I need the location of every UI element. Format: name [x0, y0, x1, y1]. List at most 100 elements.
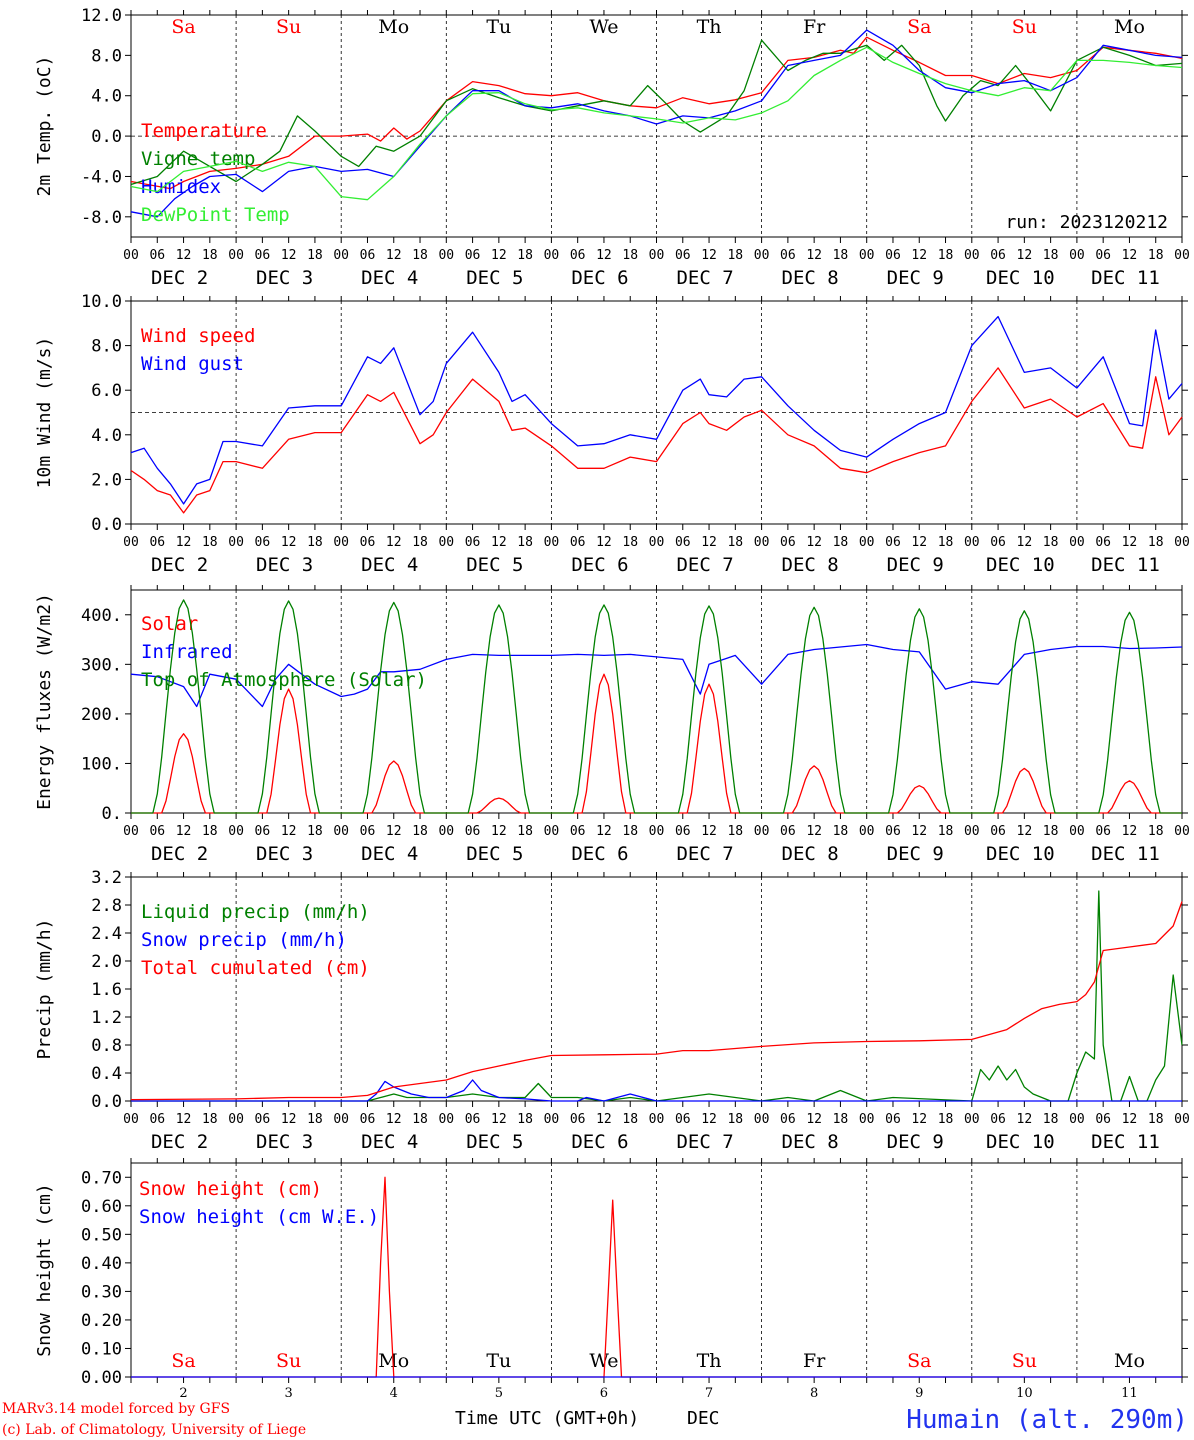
y-tick-label: 0.20 [81, 1311, 122, 1331]
legend-entry: DewPoint Temp [141, 204, 290, 226]
y-tick-label: 1.2 [91, 1008, 122, 1028]
date-label: DEC 5 [466, 843, 523, 865]
hour-tick-label: 12 [491, 535, 507, 550]
hour-tick-label: 18 [202, 1112, 218, 1127]
weekday-label: We [589, 1350, 618, 1372]
date-label: DEC 10 [986, 843, 1055, 865]
series-line-dewpoint-temp [130, 46, 1183, 201]
hour-tick-label: 18 [1043, 1112, 1059, 1127]
hour-tick-label: 18 [1043, 824, 1059, 839]
series-line-wind-gust [130, 315, 1183, 505]
hour-tick-label: 18 [938, 1112, 954, 1127]
hour-tick-label: 06 [149, 248, 165, 263]
hour-tick-label: 06 [570, 824, 586, 839]
footer-axis-title: Time UTC (GMT+0h) [455, 1408, 639, 1429]
hour-tick-label: 06 [780, 248, 796, 263]
hour-tick-label: 00 [964, 535, 980, 550]
day-number-label: 11 [1121, 1386, 1138, 1401]
weekday-label: Sa [171, 1350, 195, 1372]
y-axis-label: 2m Temp. (oC) [34, 56, 55, 197]
date-label: DEC 11 [1091, 267, 1160, 289]
hour-tick-label: 06 [990, 1112, 1006, 1127]
hour-tick-label: 18 [307, 535, 323, 550]
hour-tick-label: 12 [1122, 248, 1138, 263]
hour-tick-label: 00 [333, 535, 349, 550]
legend-entry: Wind speed [141, 325, 255, 347]
date-label: DEC 9 [887, 1131, 944, 1153]
hour-tick-label: 06 [990, 248, 1006, 263]
hour-tick-label: 12 [176, 535, 192, 550]
date-label: DEC 8 [782, 1131, 839, 1153]
series-line-infrared [130, 643, 1183, 708]
hour-tick-label: 18 [1043, 535, 1059, 550]
hour-tick-label: 12 [596, 535, 612, 550]
series-line-total-cumulated-cm [130, 901, 1183, 1101]
hour-tick-label: 12 [911, 824, 927, 839]
legend-entry: Top of Atmosphere (Solar) [141, 669, 427, 691]
date-label: DEC 6 [571, 267, 628, 289]
temperature-panel: -8.0 -4.0 0.0 4.0 8.0 12.0 2m Temp. (oC) 00 06 12… [34, 6, 1190, 289]
date-label: DEC 11 [1091, 843, 1160, 865]
y-axis-label: Precip (mm/h) [34, 919, 55, 1060]
date-label: DEC 7 [676, 1131, 733, 1153]
y-tick-label: 0.4 [91, 1064, 122, 1084]
hour-tick-label: 00 [859, 824, 875, 839]
hour-tick-label: 12 [1017, 248, 1033, 263]
run-label: run: 2023120212 [1005, 212, 1168, 233]
plot-frame [130, 589, 1183, 814]
station-name: Humain (alt. 290m) [906, 1405, 1188, 1435]
hour-tick-label: 12 [176, 248, 192, 263]
hour-tick-label: 12 [911, 248, 927, 263]
hour-tick-label: 00 [333, 824, 349, 839]
date-label: DEC 8 [782, 843, 839, 865]
weekday-label: Th [697, 1350, 722, 1372]
hour-tick-label: 12 [806, 248, 822, 263]
weekday-label: Sa [171, 16, 195, 38]
hour-tick-label: 12 [1122, 535, 1138, 550]
hour-tick-label: 00 [544, 1112, 560, 1127]
date-label: DEC 3 [256, 267, 313, 289]
hour-tick-label: 06 [675, 248, 691, 263]
weekday-label: Mo [1114, 16, 1145, 38]
y-tick-label: 3.2 [91, 868, 122, 888]
date-label: DEC 11 [1091, 554, 1160, 576]
y-tick-label: 0.0 [91, 1092, 122, 1112]
hour-tick-label: 18 [517, 248, 533, 263]
hour-tick-label: 18 [833, 248, 849, 263]
y-tick-label: 4.0 [91, 87, 122, 107]
hour-tick-label: 00 [1069, 1112, 1085, 1127]
hour-tick-label: 00 [1174, 824, 1190, 839]
hour-tick-label: 00 [1069, 824, 1085, 839]
legend-entry: Temperature [141, 120, 267, 142]
hour-tick-label: 12 [1122, 1112, 1138, 1127]
hour-tick-label: 00 [1069, 535, 1085, 550]
hour-tick-label: 00 [754, 1112, 770, 1127]
hour-tick-label: 18 [833, 824, 849, 839]
hour-tick-label: 06 [255, 535, 271, 550]
hour-tick-label: 12 [281, 248, 297, 263]
hour-tick-label: 18 [517, 1112, 533, 1127]
y-axis-label: Energy fluxes (W/m2) [34, 593, 55, 810]
y-tick-label: 0.30 [81, 1282, 122, 1302]
hour-tick-label: 00 [1174, 248, 1190, 263]
date-label: DEC 2 [151, 267, 208, 289]
hour-tick-label: 12 [281, 1112, 297, 1127]
hour-tick-label: 06 [780, 535, 796, 550]
date-label: DEC 10 [986, 267, 1055, 289]
hour-tick-label: 06 [360, 824, 376, 839]
hour-tick-label: 00 [859, 535, 875, 550]
y-tick-label: 4.0 [91, 426, 122, 446]
date-label: DEC 5 [466, 267, 523, 289]
hour-tick-label: 06 [149, 824, 165, 839]
hour-tick-label: 12 [491, 824, 507, 839]
y-tick-label: 0.60 [81, 1197, 122, 1217]
legend-entry: Snow height (cm W.E.) [139, 1206, 379, 1228]
hour-tick-label: 12 [596, 248, 612, 263]
date-label: DEC 10 [986, 1131, 1055, 1153]
hour-tick-label: 06 [149, 1112, 165, 1127]
legend-entry: Infrared [141, 641, 233, 663]
y-tick-label: 12.0 [81, 6, 122, 26]
hour-tick-label: 18 [1148, 535, 1164, 550]
hour-tick-label: 00 [1174, 535, 1190, 550]
legend-entry: Solar [141, 613, 198, 635]
